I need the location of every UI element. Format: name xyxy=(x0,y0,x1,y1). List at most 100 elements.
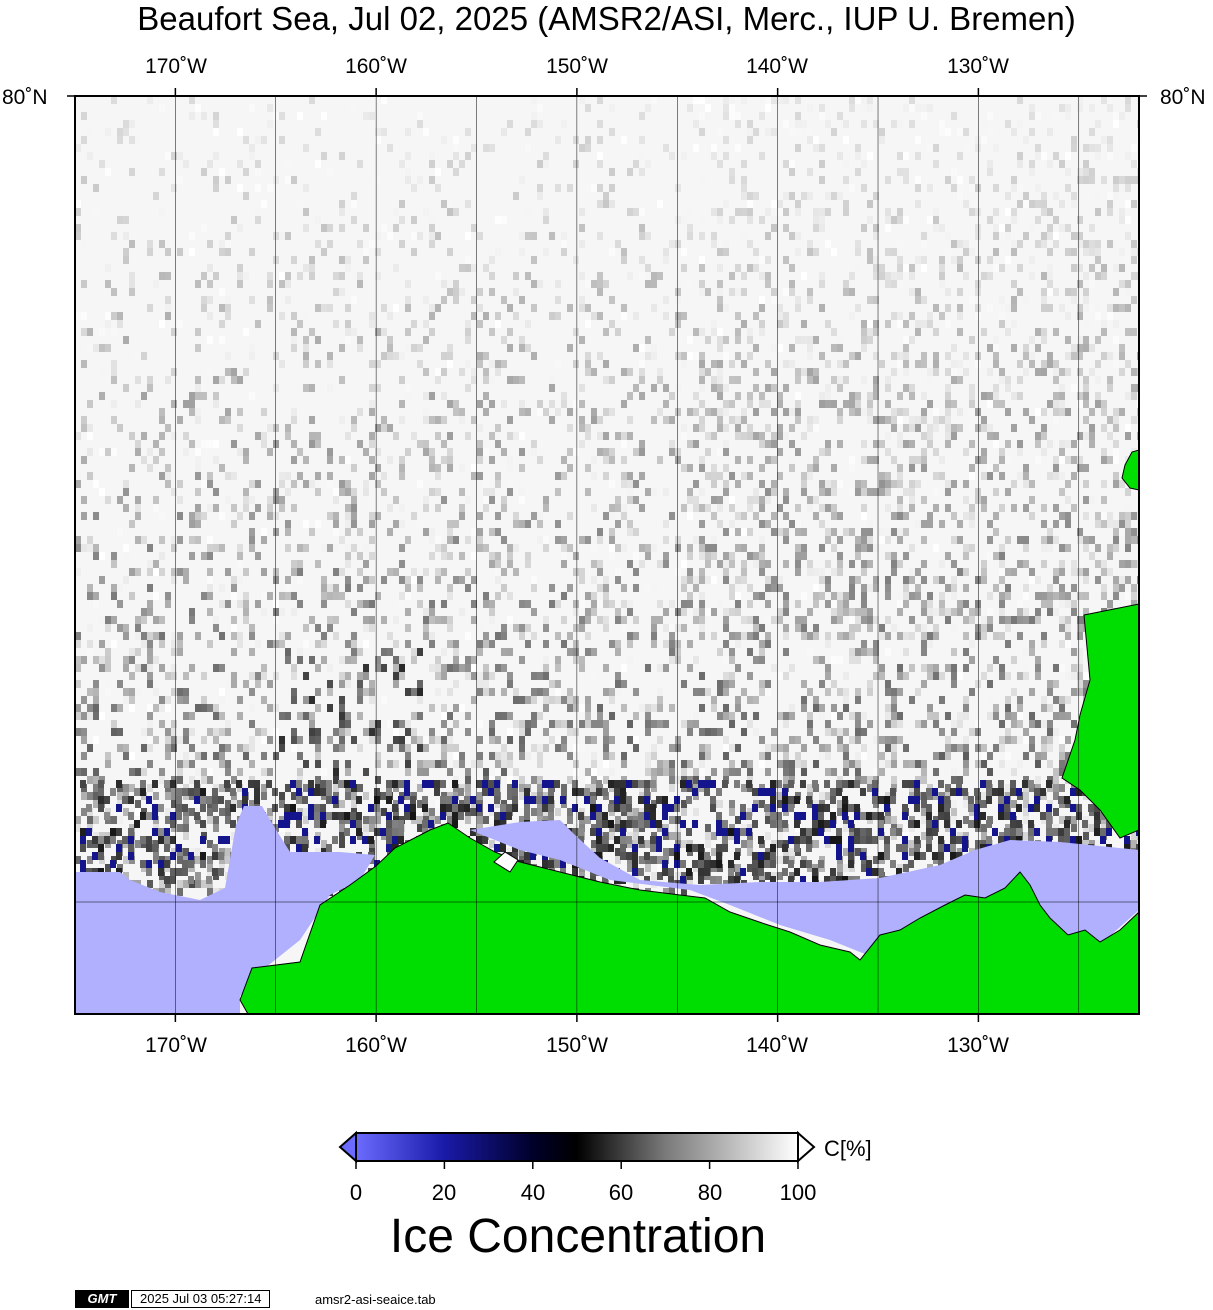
ice-cell xyxy=(159,536,165,544)
ice-cell xyxy=(309,720,315,728)
ice-cell xyxy=(741,208,747,216)
ice-cell xyxy=(759,568,765,576)
ice-cell xyxy=(1119,280,1125,288)
ice-cell xyxy=(969,392,975,400)
ice-cell xyxy=(981,120,987,128)
ice-cell xyxy=(213,704,219,712)
ice-cell xyxy=(927,104,933,112)
ice-cell xyxy=(897,672,903,680)
ice-cell xyxy=(735,456,741,464)
ice-cell xyxy=(189,776,195,784)
ice-cell xyxy=(447,344,453,352)
ice-cell xyxy=(189,272,195,280)
ice-cell xyxy=(861,528,867,536)
ice-cell xyxy=(1113,336,1119,344)
ice-cell xyxy=(369,456,375,464)
ice-cell xyxy=(471,416,477,424)
ice-cell xyxy=(507,752,513,760)
ice-cell xyxy=(423,624,429,632)
ice-cell xyxy=(1011,320,1017,328)
ice-cell xyxy=(945,424,951,432)
ice-cell xyxy=(603,720,609,728)
ice-cell xyxy=(393,744,399,752)
ice-cell xyxy=(219,712,225,720)
ice-cell xyxy=(873,584,879,592)
ice-cell xyxy=(219,664,225,672)
ice-cell xyxy=(585,360,591,368)
ice-cell xyxy=(813,336,819,344)
ice-cell xyxy=(981,456,987,464)
ice-cell xyxy=(309,528,315,536)
ice-cell xyxy=(945,608,951,616)
ice-cell xyxy=(1083,168,1089,176)
ice-cell xyxy=(411,688,417,696)
ice-cell xyxy=(87,432,93,440)
ice-cell xyxy=(177,568,183,576)
ice-cell xyxy=(399,504,405,512)
ice-cell xyxy=(363,816,369,824)
ice-cell xyxy=(351,424,357,432)
ice-cell xyxy=(507,776,513,784)
ice-cell xyxy=(291,688,297,696)
ice-cell xyxy=(549,376,555,384)
ice-cell xyxy=(819,296,825,304)
ice-cell xyxy=(381,416,387,424)
ice-cell xyxy=(693,120,699,128)
ice-cell xyxy=(171,184,177,192)
ice-cell xyxy=(753,624,759,632)
ice-cell xyxy=(723,384,729,392)
ice-cell xyxy=(1011,184,1017,192)
ice-cell xyxy=(393,720,399,728)
ice-cell xyxy=(807,168,813,176)
ice-cell xyxy=(585,696,591,704)
ice-cell xyxy=(81,808,87,816)
ice-cell xyxy=(225,232,231,240)
ice-cell xyxy=(117,528,123,536)
ice-cell xyxy=(1035,672,1041,680)
ice-cell xyxy=(255,552,261,560)
ice-cell xyxy=(207,576,213,584)
ice-cell xyxy=(915,760,921,768)
ice-cell xyxy=(279,136,285,144)
ice-cell xyxy=(315,304,321,312)
ice-cell xyxy=(1071,288,1077,296)
ice-cell xyxy=(237,632,243,640)
ice-cell xyxy=(129,288,135,296)
ice-cell xyxy=(777,672,783,680)
ice-cell xyxy=(525,272,531,280)
ice-cell xyxy=(897,208,903,216)
ice-cell xyxy=(837,744,843,752)
ice-cell xyxy=(1023,672,1029,680)
ice-cell xyxy=(159,768,165,776)
ice-cell xyxy=(537,712,543,720)
ice-cell xyxy=(525,560,531,568)
ice-cell xyxy=(465,232,471,240)
ice-cell xyxy=(717,360,723,368)
ice-cell xyxy=(1023,648,1029,656)
ice-cell xyxy=(891,416,897,424)
ice-cell xyxy=(141,352,147,360)
ice-cell xyxy=(795,736,801,744)
ice-cell xyxy=(1047,264,1053,272)
ice-cell xyxy=(1059,384,1065,392)
ice-cell xyxy=(951,680,957,688)
ice-cell xyxy=(903,760,909,768)
ice-cell xyxy=(363,256,369,264)
ice-cell xyxy=(363,544,369,552)
ice-cell xyxy=(465,256,471,264)
ice-cell xyxy=(1035,592,1041,600)
ice-cell xyxy=(1065,520,1071,528)
ice-cell xyxy=(423,760,429,768)
ice-cell xyxy=(825,440,831,448)
ice-cell xyxy=(1065,624,1071,632)
ice-cell xyxy=(699,608,705,616)
ice-cell xyxy=(1017,712,1023,720)
ice-cell xyxy=(387,568,393,576)
ice-cell xyxy=(543,536,549,544)
ice-cell xyxy=(699,760,705,768)
ice-cell xyxy=(291,608,297,616)
ice-cell xyxy=(171,664,177,672)
ice-cell xyxy=(825,632,831,640)
ice-cell xyxy=(213,392,219,400)
ice-cell xyxy=(435,432,441,440)
